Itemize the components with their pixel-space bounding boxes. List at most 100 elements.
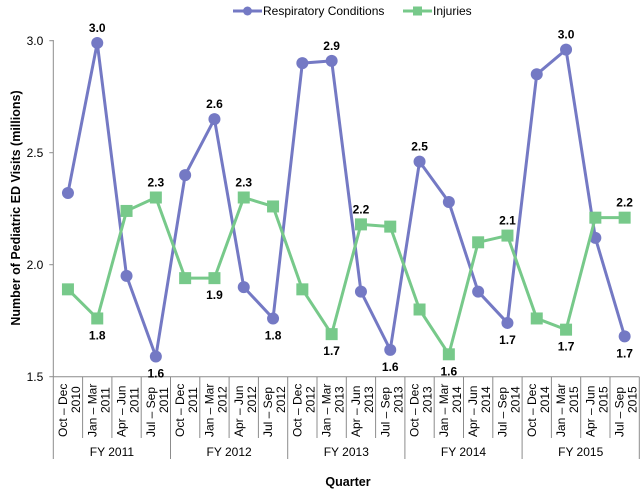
series-line xyxy=(66,41,627,359)
data-point xyxy=(325,328,338,341)
data-point xyxy=(149,191,162,204)
x-tick-label: Jul – Sep xyxy=(613,387,627,437)
data-label: 1.7 xyxy=(616,346,633,360)
x-tick-label-year: 2012 xyxy=(215,386,229,413)
x-tick-label: Apr – Jun xyxy=(349,386,363,437)
x-tick-label: Jul – Sep xyxy=(378,387,392,437)
y-tick-label: 1.5 xyxy=(27,370,44,384)
data-label: 2.3 xyxy=(148,176,165,190)
legend-marker xyxy=(413,6,422,16)
data-point xyxy=(149,350,162,363)
data-label: 2.1 xyxy=(499,214,516,228)
data-point xyxy=(560,323,573,336)
data-point xyxy=(472,285,485,298)
x-tick-label-year: 2013 xyxy=(333,386,347,413)
x-tick-label-year: 2013 xyxy=(362,386,376,413)
data-point xyxy=(91,312,104,325)
series-layer: 3.0 1.6 2.6 1.8 2.9 1.6 2.5 1.7 3.0 1.7 1.8 2.3 1.9 2… xyxy=(61,21,633,381)
x-tick-label: Apr – Jun xyxy=(466,386,480,437)
data-label: 1.6 xyxy=(382,360,399,374)
x-group-label: FY 2011 xyxy=(90,445,135,459)
x-tick-label: Oct – Dec xyxy=(525,384,539,437)
data-point xyxy=(618,330,631,343)
x-tick-label: Apr – Jun xyxy=(583,386,597,437)
x-tick-label: Apr – Jun xyxy=(232,386,246,437)
legend-label: Injuries xyxy=(433,4,472,18)
x-tick-label: Jul – Sep xyxy=(495,387,509,437)
x-tick-label: Jan – Mar xyxy=(437,384,451,437)
legend-label: Respiratory Conditions xyxy=(263,4,384,18)
x-group-label: FY 2015 xyxy=(558,445,603,459)
y-tick-label: 3.0 xyxy=(27,34,44,48)
x-tick-label-year: 2011 xyxy=(98,387,112,413)
legend-item: Respiratory Conditions xyxy=(233,4,384,18)
data-point xyxy=(442,195,455,208)
x-tick-label-year: 2015 xyxy=(626,386,640,413)
data-point xyxy=(560,43,573,56)
x-tick-label-year: 2012 xyxy=(274,386,288,413)
x-tick-label: Oct – Dec xyxy=(408,384,422,437)
data-point xyxy=(267,200,280,213)
x-tick-label: Apr – Jun xyxy=(115,386,129,437)
data-point xyxy=(354,285,367,298)
legend-item: Injuries xyxy=(403,4,472,18)
data-point xyxy=(472,236,485,249)
x-tick-label: Oct – Dec xyxy=(173,384,187,437)
x-tick-label: Jul – Sep xyxy=(261,387,275,437)
data-point xyxy=(413,303,426,316)
x-tick-label: Jan – Mar xyxy=(85,384,99,437)
x-tick-label-year: 2013 xyxy=(391,386,405,413)
x-tick-label-year: 2012 xyxy=(303,386,317,413)
data-label: 1.8 xyxy=(265,328,282,342)
data-point xyxy=(384,220,397,233)
x-tick-label-year: 2015 xyxy=(567,386,581,413)
data-point xyxy=(296,283,309,296)
data-point xyxy=(618,211,631,224)
data-point xyxy=(413,155,426,168)
data-point xyxy=(120,269,133,282)
data-point xyxy=(296,57,309,70)
data-point xyxy=(501,316,514,329)
x-tick-label-year: 2012 xyxy=(245,386,259,413)
data-point xyxy=(501,229,514,242)
data-point xyxy=(179,169,192,182)
x-tick-label-year: 2011 xyxy=(128,387,142,413)
series-injuries: 1.8 2.3 1.9 2.3 1.7 2.2 1.6 2.1 1.7 2.2 xyxy=(61,176,633,378)
data-point xyxy=(267,312,280,325)
data-point xyxy=(530,68,543,81)
y-tick-label: 2.5 xyxy=(27,146,44,160)
x-tick-label: Jan – Mar xyxy=(320,384,334,437)
data-label: 1.8 xyxy=(89,328,106,342)
x-tick-label-year: 2014 xyxy=(479,386,493,413)
x-tick-label-year: 2011 xyxy=(186,387,200,413)
data-label: 2.6 xyxy=(206,97,223,111)
data-point xyxy=(208,272,221,285)
x-tick-label-year: 2011 xyxy=(157,387,171,413)
data-point xyxy=(354,218,367,231)
data-point xyxy=(120,204,133,217)
x-group-label: FY 2014 xyxy=(441,445,486,459)
legend-marker xyxy=(243,6,252,16)
data-label: 2.2 xyxy=(353,202,370,216)
data-point xyxy=(325,54,338,67)
legend: Respiratory Conditions Injuries xyxy=(233,4,472,18)
data-label: 1.9 xyxy=(206,288,223,302)
data-label: 2.2 xyxy=(616,196,633,210)
data-point xyxy=(61,283,74,296)
x-tick-label: Jul – Sep xyxy=(144,387,158,437)
data-label: 2.5 xyxy=(411,140,428,154)
x-tick-label: Jan – Mar xyxy=(554,384,568,437)
x-tick-label-year: 2013 xyxy=(421,386,435,413)
x-tick-label-year: 2014 xyxy=(508,386,522,413)
data-label: 3.0 xyxy=(89,21,106,35)
data-label: 2.9 xyxy=(323,39,340,53)
data-point xyxy=(384,343,397,356)
y-axis-title: Number of Pediatric ED Visits (millions) xyxy=(9,90,23,325)
series-line xyxy=(66,196,625,356)
y-tick-label: 2.0 xyxy=(27,258,44,272)
data-label: 3.0 xyxy=(558,28,575,42)
data-label: 1.7 xyxy=(499,333,516,347)
data-point xyxy=(179,272,192,285)
data-label: 1.7 xyxy=(558,340,575,354)
data-point xyxy=(208,113,221,126)
